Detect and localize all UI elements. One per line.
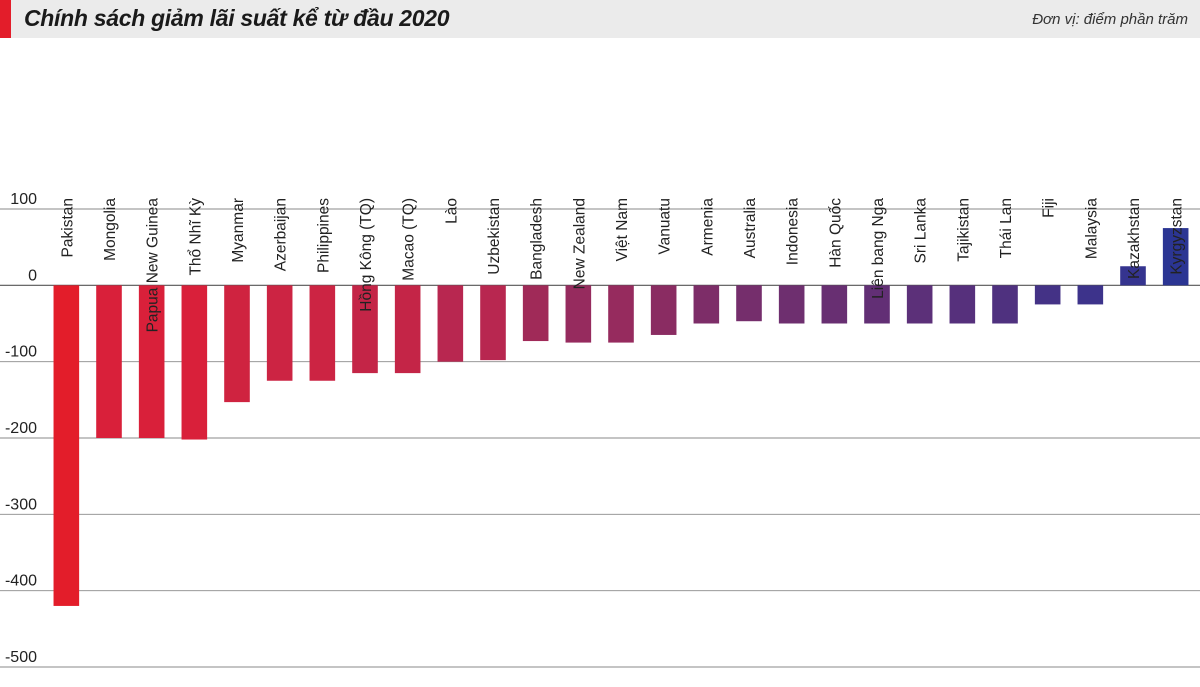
category-label: Philippines — [315, 198, 332, 273]
y-tick-label: -200 — [5, 420, 37, 437]
category-label: Kazakhstan — [1126, 198, 1143, 279]
category-label: New Zealand — [571, 198, 588, 289]
bar-li-n-bang-nga — [864, 285, 890, 324]
bar-l-o — [437, 285, 464, 362]
category-label: Myanmar — [230, 198, 247, 263]
category-label: Bangladesh — [529, 198, 546, 280]
category-label: Thái Lan — [998, 198, 1015, 258]
y-tick-label: -500 — [5, 649, 37, 666]
category-label: Armenia — [699, 198, 716, 256]
category-label: Vanuatu — [657, 198, 674, 255]
bar-indonesia — [778, 285, 805, 324]
bars — [53, 228, 1189, 606]
bar-th-nh-k- — [181, 285, 208, 440]
chart-header: Chính sách giảm lãi suất kể từ đầu 2020 … — [0, 0, 1200, 38]
bar-vanuatu — [650, 285, 677, 335]
bar-bangladesh — [522, 285, 549, 342]
y-tick-label: -100 — [5, 344, 37, 361]
category-label: Kyrgyzstan — [1169, 198, 1186, 275]
grid-lines: 100 0 -100 -200 -300 -400 -500 — [0, 191, 1200, 668]
category-label: Azerbaijan — [273, 198, 290, 271]
category-label: Pakistan — [59, 198, 76, 257]
category-label: Australia — [742, 198, 759, 259]
category-label: Mongolia — [102, 198, 119, 261]
category-label: Papua New Guinea — [145, 198, 162, 333]
y-tick-label: -300 — [5, 496, 37, 513]
category-label: Fiji — [1041, 198, 1058, 218]
category-label: Hồng Kông (TQ) — [358, 198, 375, 312]
bar-philippines — [309, 285, 336, 381]
bar-kyrgyzstan — [1162, 228, 1189, 286]
chart-title: Chính sách giảm lãi suất kể từ đầu 2020 — [24, 5, 450, 31]
bar-macao-tq- — [394, 285, 421, 374]
bar-kazakhstan — [1120, 266, 1146, 286]
bar-mongolia — [96, 285, 122, 438]
bar-new-zealand — [565, 285, 592, 343]
bar-tajikistan — [949, 285, 976, 324]
category-label: Liên bang Nga — [870, 198, 887, 299]
category-label: Malaysia — [1083, 198, 1100, 260]
bar-armenia — [693, 285, 720, 324]
bar-pakistan — [53, 285, 80, 606]
category-label: Macao (TQ) — [401, 198, 418, 281]
category-label: Hàn Quốc — [827, 198, 844, 268]
bar-fiji — [1034, 285, 1061, 305]
bar-malaysia — [1077, 285, 1104, 305]
bar-uzbekistan — [480, 285, 506, 361]
bar-vi-t-nam — [608, 285, 634, 343]
category-label: Sri Lanka — [913, 198, 930, 264]
bar-myanmar — [224, 285, 250, 403]
category-label: Lào — [443, 198, 460, 224]
bar-h-ng-k-ng-tq- — [352, 285, 378, 374]
category-label: Thổ Nhĩ Kỳ — [187, 198, 204, 276]
bar-sri-lanka — [906, 285, 933, 324]
bar-h-n-qu-c — [821, 285, 848, 324]
bar-australia — [736, 285, 762, 322]
unit-label: Đơn vị: điểm phần trăm — [1032, 11, 1188, 28]
bar-papua-new-guinea — [138, 285, 165, 438]
y-tick-label: 100 — [10, 191, 37, 208]
header-accent-bar — [0, 0, 11, 38]
bar-azerbaijan — [266, 285, 293, 381]
y-tick-label: -400 — [5, 573, 37, 590]
y-tick-label: 0 — [28, 267, 37, 284]
category-label: Tajikistan — [955, 198, 972, 262]
category-labels: Pakistan Mongolia Papua New Guinea Thổ Nhĩ … — [59, 198, 1185, 333]
category-label: Việt Nam — [614, 198, 631, 261]
category-label: Indonesia — [785, 198, 802, 266]
category-label: Uzbekistan — [486, 198, 503, 275]
bar-th-i-lan — [992, 285, 1018, 324]
